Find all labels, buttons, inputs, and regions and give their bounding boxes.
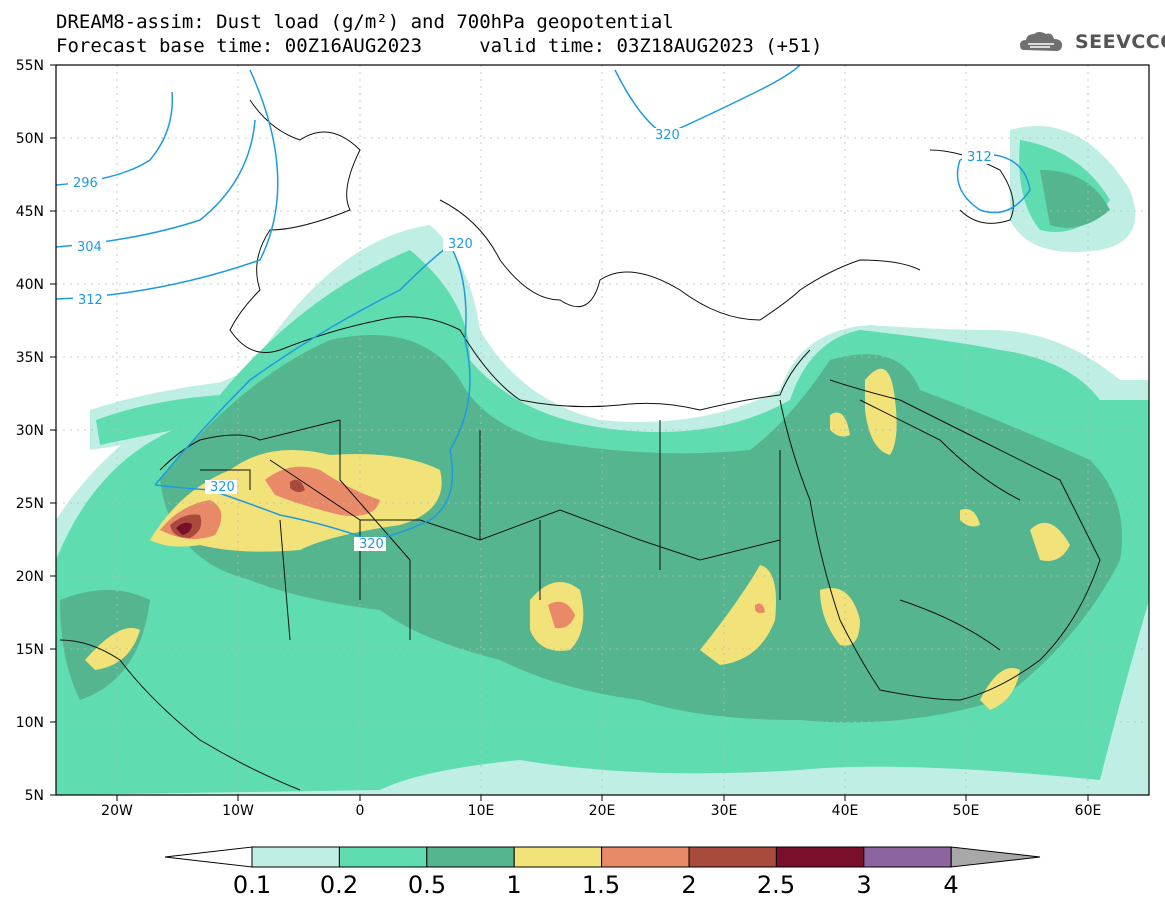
lon-label: 10E <box>468 803 495 819</box>
colorbar-underflow <box>164 846 253 868</box>
coastlines <box>59 99 1101 791</box>
map-title: DREAM8-assim: Dust load (g/m²) and 700hP… <box>56 11 674 33</box>
lon-label: 20E <box>589 803 616 819</box>
contour-label: 312 <box>967 150 992 165</box>
cloud-icon <box>1020 32 1062 51</box>
lat-label: 5N <box>25 788 44 804</box>
lon-label: 10W <box>222 803 254 819</box>
colorbar-label: 1.5 <box>581 871 621 899</box>
contour-label: 320 <box>655 128 680 143</box>
lat-label: 45N <box>16 204 44 220</box>
lon-label: 40E <box>832 803 859 819</box>
lat-label: 40N <box>16 277 44 293</box>
lat-label: 50N <box>16 131 44 147</box>
colorbar-segment <box>863 846 952 868</box>
lon-label: 30E <box>711 803 738 819</box>
colorbar <box>164 846 1041 868</box>
colorbar-segment <box>775 846 865 868</box>
forecast-time: Forecast base time: 00Z16AUG2023 valid t… <box>56 35 823 57</box>
lon-label: 0 <box>356 803 365 819</box>
colorbar-segment <box>688 846 777 868</box>
graticule <box>56 65 1149 795</box>
contour-label: 296 <box>73 176 98 191</box>
lat-label: 25N <box>16 496 44 512</box>
colorbar-segment <box>251 846 340 868</box>
contour-label: 312 <box>78 293 103 308</box>
lat-label: 55N <box>16 58 44 74</box>
colorbar-segment <box>338 846 428 868</box>
lat-label: 10N <box>16 715 44 731</box>
colorbar-label: 4 <box>943 871 959 899</box>
colorbar-label: 3 <box>856 871 872 899</box>
contour-labels: 296 304 312 320 320 320 320 312 <box>68 128 994 552</box>
lat-ticks <box>50 64 56 796</box>
contour-label: 320 <box>210 480 235 495</box>
lon-label: 50E <box>953 803 980 819</box>
lat-label: 15N <box>16 642 44 658</box>
lon-ticks <box>116 795 1089 801</box>
contour-label: 320 <box>448 237 473 252</box>
longitude-axis: 20W 10W 0 10E 20E 30E 40E 50E 60E <box>101 803 1101 819</box>
colorbar-label: 0.1 <box>232 871 272 899</box>
lat-label: 20N <box>16 569 44 585</box>
lon-label: 60E <box>1075 803 1102 819</box>
colorbar-label: 0.5 <box>407 871 447 899</box>
colorbar-overflow <box>950 846 1041 868</box>
contour-label: 320 <box>359 537 384 552</box>
logo-text: SEEVCCC <box>1075 31 1165 53</box>
contour-label: 304 <box>77 240 102 255</box>
lat-label: 30N <box>16 423 44 439</box>
dust-shading <box>56 126 1149 795</box>
colorbar-segment <box>601 846 690 868</box>
colorbar-segment <box>513 846 603 868</box>
lat-label: 35N <box>16 350 44 366</box>
colorbar-label: 0.2 <box>319 871 359 899</box>
colorbar-label: 2.5 <box>756 871 796 899</box>
lon-label: 20W <box>101 803 133 819</box>
latitude-axis: 55N 50N 45N 40N 35N 30N 25N 20N 15N 10N … <box>16 58 44 804</box>
colorbar-label: 2 <box>681 871 697 899</box>
colorbar-segment <box>426 846 515 868</box>
colorbar-label: 1 <box>506 871 522 899</box>
